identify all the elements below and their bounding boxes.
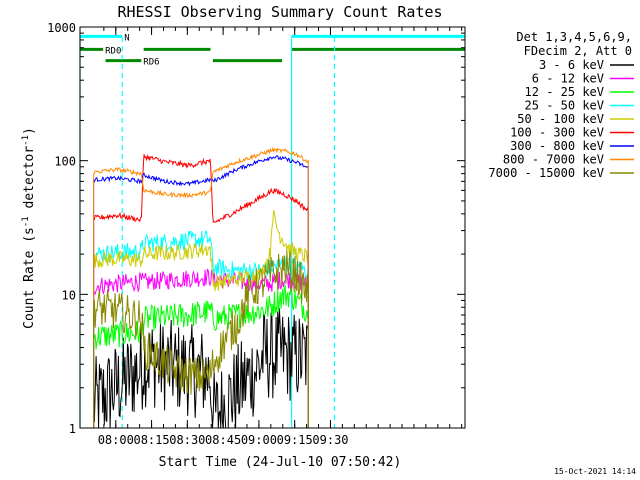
x-axis-label: Start Time (24-Jul-10 07:50:42) [159, 455, 402, 470]
legend-label: 25 - 50 keV [525, 99, 604, 113]
data-series [93, 146, 309, 429]
legend-label: 7000 - 15000 keV [488, 166, 604, 180]
x-tick-label: 08:45 [205, 433, 241, 447]
status-bar-label-n: N [124, 33, 129, 43]
legend-label: 3 - 6 keV [539, 58, 604, 72]
series-line-3to6kev [93, 308, 309, 429]
series-line-300to800kev [93, 155, 309, 428]
legend-label: 6 - 12 keV [532, 72, 604, 86]
x-tick-label: 09:15 [277, 433, 313, 447]
x-axis-ticks: 08:00 08:15 08:30 08:45 09:00 09:15 09:30 [98, 27, 463, 447]
series-line-800to7000kev [93, 146, 309, 428]
legend-label: 12 - 25 keV [525, 85, 604, 99]
status-bar-label-rd6: RD6 [143, 58, 159, 68]
y-axis-ticks: 1 10 100 1000 [47, 21, 465, 436]
x-tick-label: 09:30 [312, 433, 348, 447]
chart-title: RHESSI Observing Summary Count Rates [117, 3, 442, 21]
x-tick-label: 08:15 [133, 433, 169, 447]
y-tick-label: 1 [69, 422, 76, 436]
x-tick-label: 08:30 [169, 433, 205, 447]
series-line-100to300kev [93, 153, 309, 428]
x-tick-label: 08:00 [98, 433, 134, 447]
y-axis-label: Count Rate (s-1 detector-1) [21, 127, 37, 329]
series-line-12to25kev [93, 284, 309, 428]
legend-label: 800 - 7000 keV [503, 153, 604, 167]
footer-date: 15-Oct-2021 14:14 [554, 467, 636, 476]
status-bar-label-rd0: RD0 [105, 46, 121, 56]
legend-label: 300 - 800 keV [510, 139, 604, 153]
series-line-6to12kev [93, 268, 309, 428]
y-tick-label: 1000 [47, 21, 76, 35]
legend-label: 100 - 300 keV [510, 126, 604, 140]
legend: Det 1,3,4,5,6,9, FDecim 2, Att 0 3 - 6 k… [488, 30, 634, 180]
y-tick-label: 100 [54, 155, 76, 169]
y-tick-label: 10 [62, 288, 76, 302]
legend-label: 50 - 100 keV [517, 112, 604, 126]
x-tick-label: 09:00 [241, 433, 277, 447]
legend-header-line-2: FDecim 2, Att 0 [524, 44, 632, 58]
series-line-7000to15000kev [93, 249, 309, 428]
series-line-50to100kev [93, 209, 309, 428]
legend-header-line-1: Det 1,3,4,5,6,9, [516, 30, 632, 44]
plot-frame [79, 26, 466, 429]
